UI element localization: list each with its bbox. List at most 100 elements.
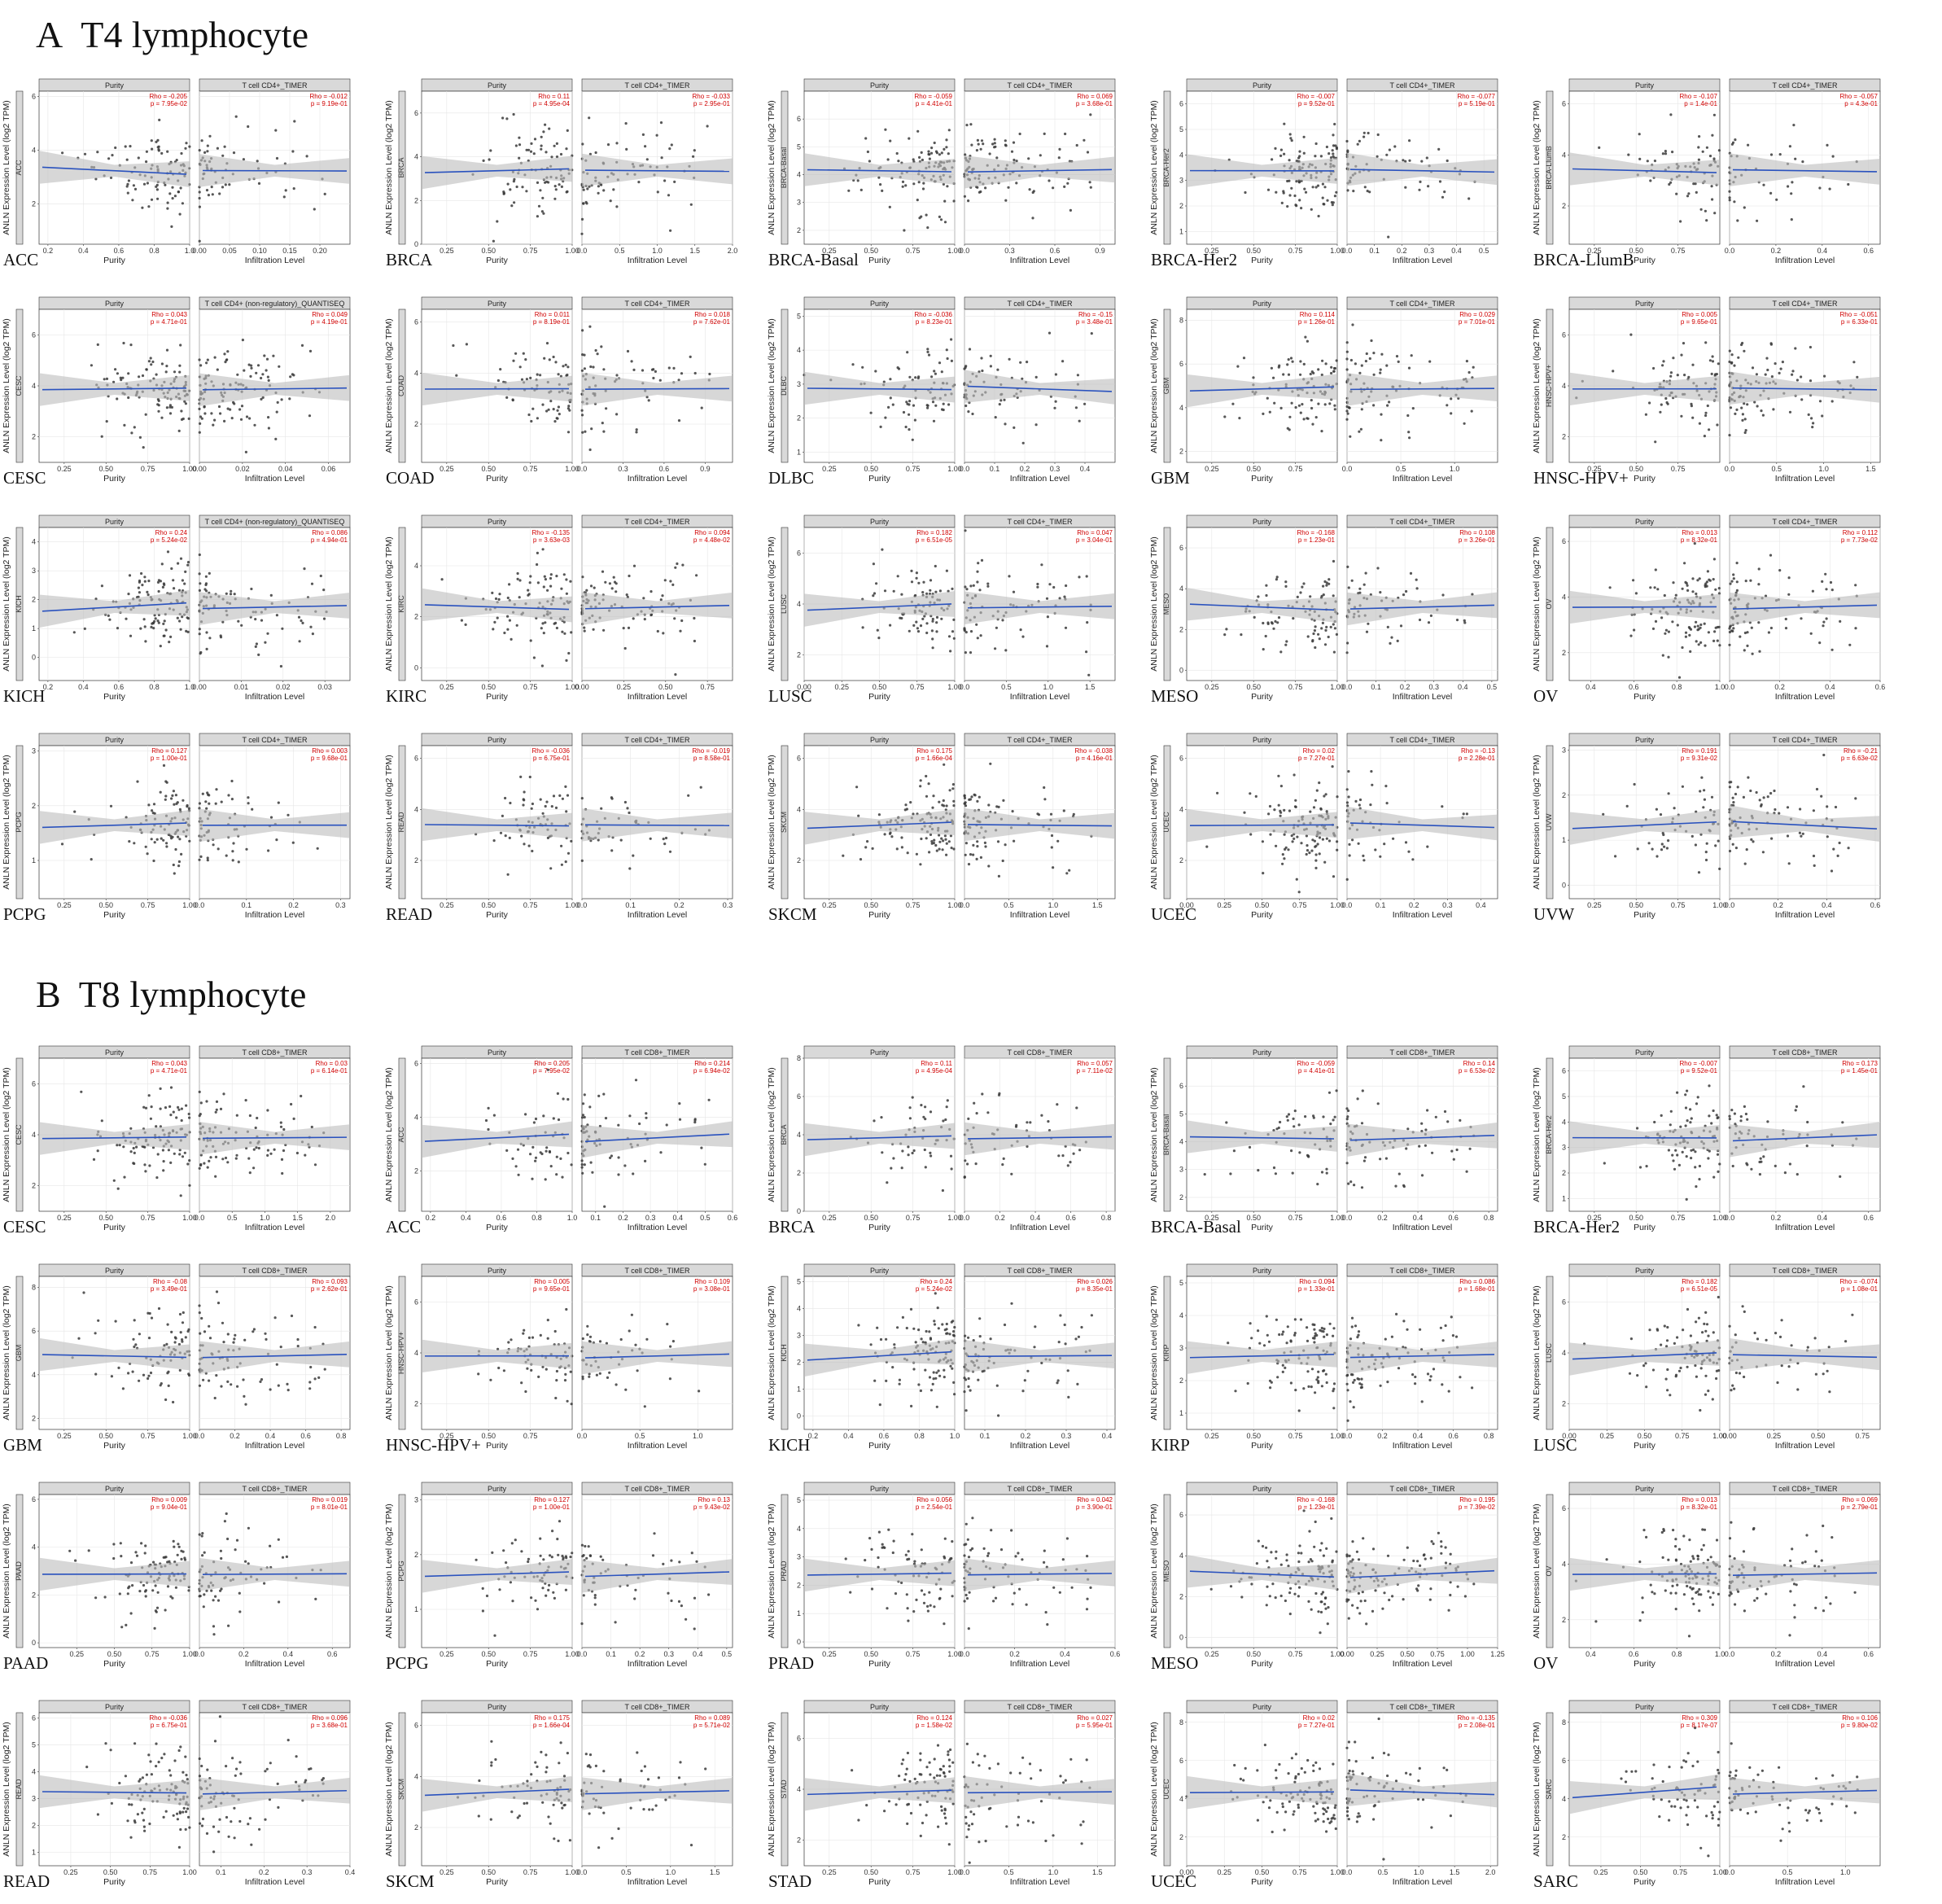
x-tick-label: 0.5 xyxy=(1772,465,1782,473)
x-tick-label: 0.04 xyxy=(278,465,293,473)
data-point xyxy=(1711,355,1714,358)
data-point xyxy=(518,596,521,599)
y-tick-label: 4 xyxy=(1179,584,1183,593)
data-point xyxy=(1834,805,1838,809)
data-point xyxy=(947,129,951,132)
data-point xyxy=(1399,624,1403,628)
data-point xyxy=(650,368,654,371)
y-axis-title: ANLN Expression Level (log2 TPM) xyxy=(1149,100,1159,235)
data-point xyxy=(1676,374,1679,377)
data-point xyxy=(993,142,996,145)
data-point xyxy=(539,798,542,801)
data-point xyxy=(1680,353,1683,357)
data-point xyxy=(1026,361,1029,364)
p-value-label: p = 1.4e-01 xyxy=(1684,100,1717,107)
data-point xyxy=(1352,190,1355,193)
data-point xyxy=(116,1187,120,1190)
data-point xyxy=(1034,375,1038,379)
data-point xyxy=(1689,650,1692,653)
data-point xyxy=(1324,362,1327,365)
data-point xyxy=(179,628,182,631)
data-point xyxy=(1345,788,1349,791)
data-point xyxy=(1362,854,1365,857)
data-point xyxy=(1743,349,1746,352)
data-point xyxy=(976,138,979,142)
data-point xyxy=(229,593,233,596)
x-axis-title: Purity xyxy=(486,692,509,702)
data-point xyxy=(528,581,531,584)
regression-line xyxy=(202,387,348,391)
x-tick-label: 0.0 xyxy=(1342,465,1353,473)
data-point xyxy=(590,427,593,431)
data-point xyxy=(1283,122,1286,125)
p-value-label: p = 8.23e-01 xyxy=(916,318,953,326)
data-point xyxy=(1314,186,1318,189)
data-point xyxy=(1363,186,1367,189)
row-strip-label: UCEC xyxy=(1162,812,1170,833)
data-point xyxy=(1346,804,1349,808)
data-point xyxy=(522,803,525,807)
data-point xyxy=(138,436,142,439)
y-tick-label: 1 xyxy=(1179,227,1183,235)
x-tick-label: 0.25 xyxy=(1217,901,1231,909)
data-point xyxy=(186,563,190,567)
y-tick-label: 4 xyxy=(414,153,418,161)
data-point xyxy=(130,431,133,435)
data-point xyxy=(912,158,915,161)
data-point xyxy=(1335,146,1338,149)
data-point xyxy=(230,798,234,801)
data-point xyxy=(941,803,944,807)
data-point xyxy=(129,145,132,148)
data-point xyxy=(580,414,584,417)
y-axis-title: ANLN Expression Level (log2 TPM) xyxy=(1532,536,1542,672)
data-point xyxy=(1305,834,1308,838)
data-point xyxy=(164,628,168,632)
data-point xyxy=(993,146,996,149)
data-point xyxy=(1813,864,1816,867)
data-point xyxy=(1007,186,1010,189)
data-point xyxy=(569,580,572,583)
x-tick-label: 0.4 xyxy=(1476,901,1486,909)
data-point xyxy=(199,855,203,858)
data-point xyxy=(1732,627,1735,630)
data-point xyxy=(554,361,558,364)
data-point xyxy=(247,125,250,129)
data-point xyxy=(1736,219,1739,222)
data-point xyxy=(520,378,524,381)
y-tick-label: 2 xyxy=(1179,448,1183,456)
x-tick-label: 0.75 xyxy=(1288,465,1303,473)
y-tick-label: 4 xyxy=(32,538,36,546)
data-point xyxy=(1668,182,1671,186)
data-point xyxy=(868,160,871,163)
data-point xyxy=(1293,805,1297,808)
p-value-label: p = 4.71e-01 xyxy=(151,318,188,326)
data-point xyxy=(165,365,168,368)
data-point xyxy=(1015,182,1018,185)
data-point xyxy=(1612,370,1615,373)
x-tick-label: 0.2 xyxy=(1771,247,1782,255)
data-point xyxy=(921,591,925,594)
data-point xyxy=(1327,578,1331,581)
data-point xyxy=(1290,401,1293,405)
data-point xyxy=(1691,416,1695,419)
data-point xyxy=(482,159,485,162)
data-point xyxy=(1692,182,1695,186)
data-point xyxy=(1276,621,1279,624)
data-point xyxy=(934,404,938,407)
x-axis-title: Purity xyxy=(103,910,126,920)
data-point xyxy=(230,417,234,420)
data-point xyxy=(214,1110,217,1114)
data-point xyxy=(1365,630,1369,633)
data-point xyxy=(655,133,658,137)
x-tick-label: 0.6 xyxy=(114,683,125,691)
data-point xyxy=(1295,180,1298,183)
data-point xyxy=(494,597,498,601)
data-point xyxy=(615,590,618,593)
data-point xyxy=(562,1097,565,1101)
data-point xyxy=(963,627,966,630)
data-point xyxy=(677,379,680,382)
data-point xyxy=(1659,813,1663,816)
data-point xyxy=(1839,619,1842,623)
panel-a-uvw: ANLN Expression Level (log2 TPM) UVW0123P… xyxy=(1532,733,1881,924)
